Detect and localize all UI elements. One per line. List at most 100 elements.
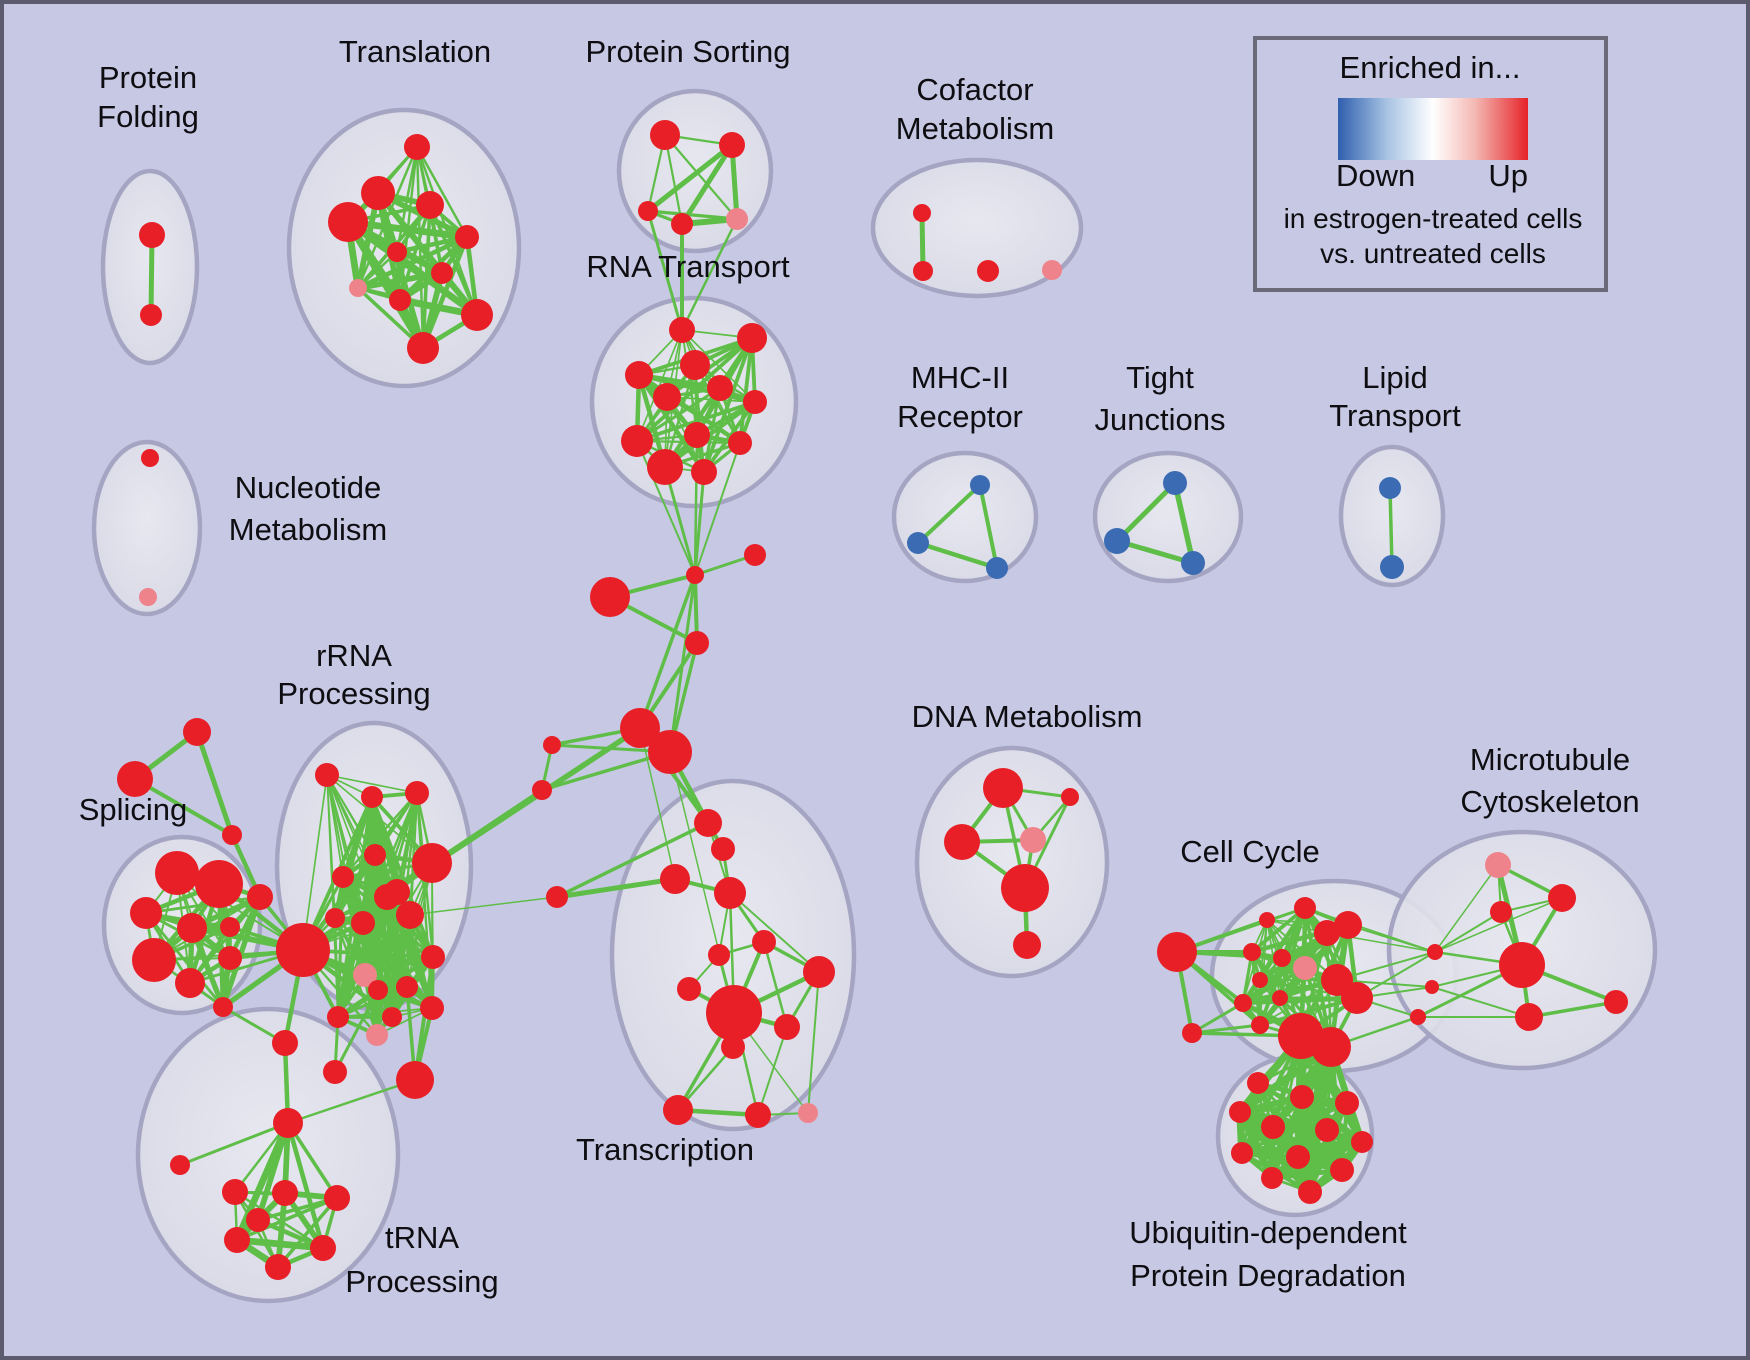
node-tx8 (803, 956, 835, 988)
edge (1250, 906, 1307, 954)
node-r2 (737, 323, 767, 353)
node-m2 (907, 532, 929, 554)
node-ccl2 (1182, 1023, 1202, 1043)
edge (1527, 1000, 1618, 1019)
edge (807, 971, 820, 1114)
node-cl2 (532, 780, 552, 800)
legend-caption-line1: in estrogen-treated cells (1284, 203, 1583, 234)
node-m3 (986, 557, 1008, 579)
node-cc2 (1294, 897, 1316, 919)
edge (1270, 1045, 1333, 1180)
edge (133, 777, 234, 837)
edge (702, 400, 757, 474)
node-t6 (387, 242, 407, 262)
node-t10 (461, 299, 493, 331)
node-rr12 (421, 945, 445, 969)
edge (1388, 486, 1394, 569)
node-cn2 (1425, 980, 1439, 994)
node-d1 (983, 768, 1023, 808)
node-rr1 (315, 763, 339, 787)
node-mtb (1499, 942, 1545, 988)
edge (757, 1026, 788, 1116)
edge (554, 876, 678, 900)
node-cc6 (1273, 949, 1291, 967)
node-ts (170, 1155, 190, 1175)
node-r9 (684, 422, 710, 448)
legend-box (1253, 36, 1608, 292)
node-tx5 (752, 930, 776, 954)
node-cc7 (1293, 956, 1317, 980)
node-tn2 (272, 1180, 298, 1206)
edge (1114, 480, 1178, 544)
cluster-label-tight-junctions: Junctions (1095, 402, 1226, 437)
edge (415, 145, 479, 317)
node-n2 (139, 588, 157, 606)
edge (663, 133, 684, 226)
edge (355, 270, 445, 291)
edge (355, 234, 470, 291)
cluster-label-cofactor-metabolism: Cofactor (916, 72, 1033, 107)
node-mt5 (1515, 1003, 1543, 1031)
legend-caption-line2: vs. untreated cells (1320, 238, 1546, 269)
node-cc5 (1243, 943, 1261, 961)
node-tx13 (798, 1103, 818, 1123)
node-u6 (1315, 1118, 1339, 1142)
edge (646, 209, 684, 332)
edge (540, 750, 672, 792)
node-rr3 (405, 781, 429, 805)
edge (555, 821, 710, 899)
cluster-ellipse-mhc-ii-receptor (891, 450, 1039, 584)
cluster-label-rrna-processing: rRNA (316, 638, 392, 673)
node-tc (222, 825, 242, 845)
cluster-ellipse-tight-junctions (1092, 450, 1244, 584)
node-sp2 (195, 860, 243, 908)
node-rr18 (366, 1024, 388, 1046)
node-tx3 (660, 864, 690, 894)
edge (285, 1120, 326, 1251)
node-rr16 (420, 996, 444, 1020)
node-sbr (247, 884, 273, 910)
node-cn1 (1427, 944, 1443, 960)
node-t4 (328, 202, 368, 242)
legend-title: Enriched in... (1340, 50, 1521, 85)
edge (635, 400, 757, 443)
legend-gradient-bar (1338, 98, 1528, 160)
edge (144, 895, 262, 915)
legend-down-label: Down (1336, 158, 1415, 193)
node-r5 (707, 375, 733, 401)
node-sp4 (177, 913, 207, 943)
node-pf2 (140, 304, 162, 326)
node-mt2 (1548, 884, 1576, 912)
node-rr10 (374, 884, 400, 910)
node-tn4 (224, 1227, 250, 1253)
cluster-label-nucleotide-metabolism: Metabolism (229, 512, 388, 547)
legend: Enriched in... Down Up in estrogen-treat… (1253, 36, 1608, 292)
edge (178, 1121, 290, 1167)
edge (679, 142, 735, 227)
edge (1172, 480, 1196, 566)
node-tb (117, 761, 153, 797)
node-cf2 (913, 261, 933, 281)
node-c1 (686, 566, 704, 584)
edge (645, 142, 735, 214)
cluster-ellipse-dna-metabolism (914, 745, 1110, 979)
node-cc8 (1252, 972, 1268, 988)
node-tx7 (677, 977, 701, 1001)
cluster-label-ubiquitin-degradation: Ubiquitin-dependent (1129, 1215, 1407, 1250)
node-mt3 (1490, 901, 1512, 923)
node-t2 (361, 176, 395, 210)
cluster-label-mhc-ii-receptor: MHC-II (911, 360, 1009, 395)
node-l1 (1379, 477, 1401, 499)
node-u3 (1335, 1091, 1359, 1115)
node-rr11 (396, 901, 424, 929)
cluster-label-protein-folding: Protein (99, 60, 197, 95)
node-rr13 (353, 963, 377, 987)
node-tx2 (711, 837, 735, 861)
legend-up-label: Up (1488, 158, 1528, 193)
node-p1 (650, 120, 680, 150)
node-tx4 (714, 877, 746, 909)
cluster-label-dna-metabolism: DNA Metabolism (912, 699, 1143, 734)
node-r10 (728, 431, 752, 455)
node-p3 (638, 201, 658, 221)
node-cc3 (1314, 920, 1340, 946)
